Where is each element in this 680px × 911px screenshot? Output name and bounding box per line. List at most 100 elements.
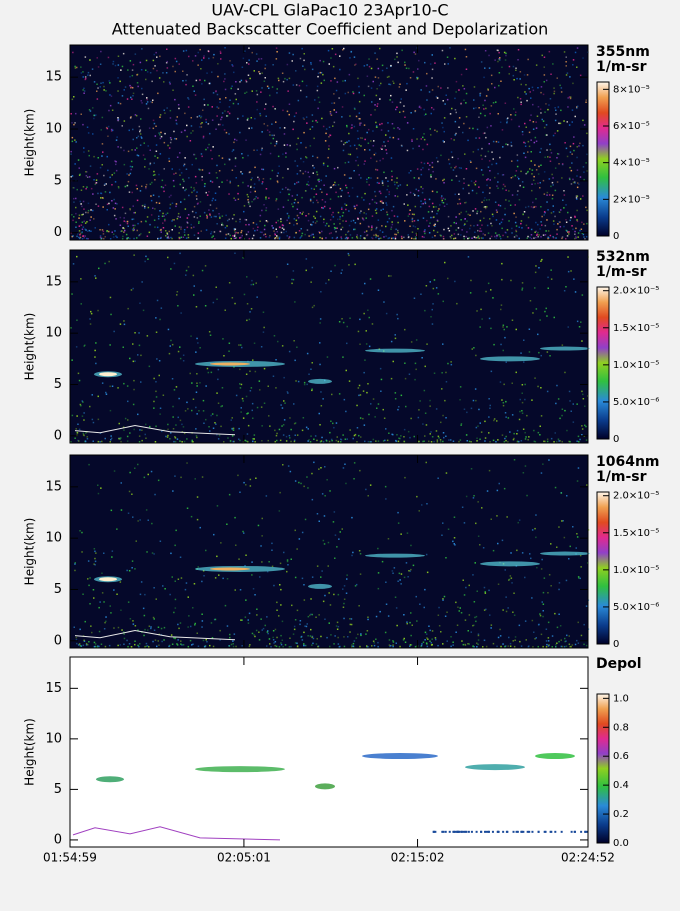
speckle — [409, 645, 411, 647]
speckle — [272, 375, 275, 377]
speckle — [277, 340, 279, 343]
speckle — [73, 216, 75, 218]
speckle — [479, 112, 482, 115]
speckle — [251, 200, 253, 203]
speckle — [422, 148, 424, 151]
speckle — [140, 381, 142, 383]
speckle — [582, 195, 584, 197]
speckle — [239, 131, 241, 134]
speckle — [353, 462, 356, 464]
speckle — [333, 109, 335, 111]
speckle — [363, 312, 365, 315]
speckle — [175, 424, 177, 426]
speckle — [395, 439, 397, 442]
speckle — [143, 634, 145, 637]
speckle — [580, 228, 583, 230]
speckle — [271, 134, 273, 137]
speckle — [188, 615, 190, 617]
speckle — [147, 629, 149, 631]
speckle — [105, 616, 107, 618]
speckle — [79, 236, 82, 239]
speckle — [248, 171, 251, 174]
speckle — [381, 69, 384, 72]
speckle — [406, 532, 409, 534]
speckle — [144, 207, 146, 209]
speckle — [455, 80, 458, 83]
speckle — [435, 287, 438, 289]
speckle — [424, 631, 427, 634]
speckle — [485, 608, 487, 611]
speckle — [422, 136, 424, 139]
speckle — [137, 644, 139, 647]
speckle — [396, 434, 398, 436]
speckle — [422, 167, 424, 169]
speckle — [335, 237, 338, 240]
speckle — [329, 604, 332, 606]
speckle — [534, 164, 536, 166]
speckle — [201, 620, 204, 622]
speckle — [210, 231, 213, 233]
speckle — [258, 380, 261, 382]
speckle — [87, 238, 89, 240]
speckle — [162, 72, 164, 74]
speckle — [224, 110, 226, 112]
speckle — [226, 578, 229, 580]
speckle — [302, 211, 304, 213]
speckle — [375, 234, 378, 237]
speckle — [530, 114, 532, 116]
speckle — [271, 169, 274, 172]
speckle — [517, 96, 519, 99]
speckle — [392, 80, 394, 83]
speckle — [368, 203, 371, 205]
speckle — [200, 289, 202, 292]
speckle — [214, 422, 216, 424]
speckle — [448, 163, 451, 165]
speckle — [409, 621, 411, 624]
speckle — [147, 473, 149, 476]
speckle — [426, 143, 429, 146]
speckle — [444, 261, 446, 264]
speckle — [228, 493, 231, 496]
speckle — [490, 289, 492, 291]
speckle — [544, 111, 546, 113]
speckle — [336, 227, 338, 229]
speckle — [133, 212, 135, 214]
speckle — [531, 173, 533, 175]
speckle — [176, 156, 179, 158]
colorbar-tick-label: 1.0×10⁻⁵ — [613, 360, 659, 371]
speckle — [76, 642, 78, 645]
speckle — [473, 495, 475, 497]
speckle — [229, 636, 231, 639]
speckle — [281, 407, 284, 409]
speckle — [333, 223, 335, 225]
speckle — [283, 133, 286, 135]
speckle — [183, 198, 186, 201]
speckle — [356, 234, 358, 236]
speckle — [286, 78, 288, 81]
speckle — [75, 226, 77, 228]
speckle — [221, 387, 224, 389]
speckle — [316, 638, 318, 640]
speckle — [450, 166, 452, 169]
speckle — [295, 84, 298, 86]
speckle — [442, 599, 444, 601]
speckle — [315, 193, 318, 195]
speckle — [382, 184, 384, 186]
speckle — [559, 84, 561, 87]
speckle — [240, 411, 242, 413]
speckle — [97, 492, 100, 495]
speckle — [107, 169, 109, 172]
speckle — [129, 208, 131, 210]
speckle — [535, 205, 537, 208]
speckle — [142, 154, 145, 156]
speckle — [445, 557, 447, 559]
speckle — [399, 184, 402, 186]
speckle — [566, 121, 568, 123]
speckle — [230, 237, 232, 240]
speckle — [283, 144, 286, 146]
speckle — [348, 73, 351, 76]
speckle — [136, 199, 139, 202]
speckle — [132, 229, 134, 232]
speckle — [282, 424, 285, 426]
speckle — [328, 225, 330, 227]
